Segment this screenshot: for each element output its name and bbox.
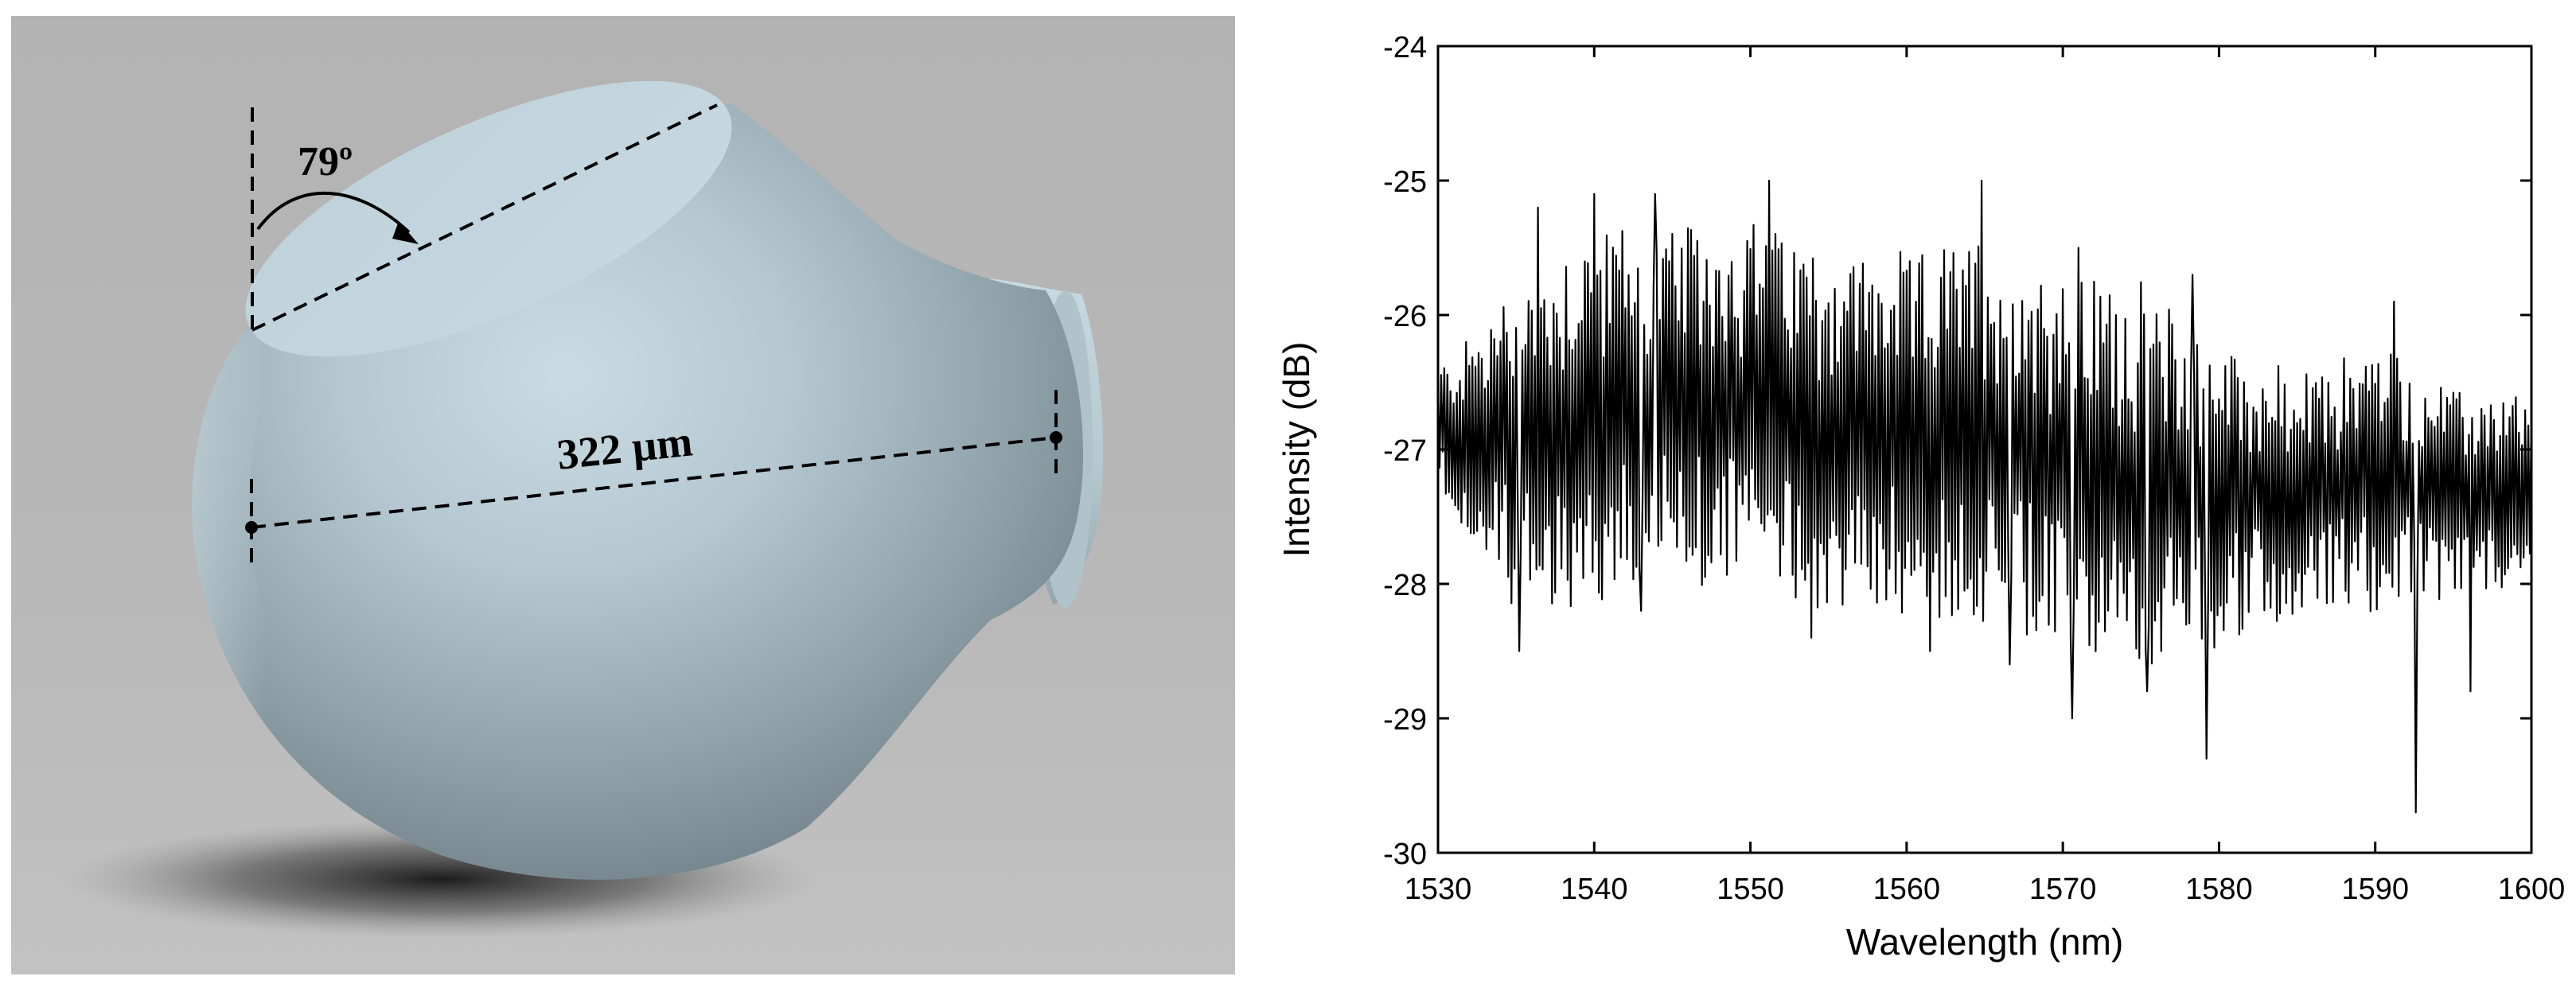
spectrum-trace bbox=[1436, 179, 2533, 814]
diameter-line bbox=[251, 436, 1057, 529]
cleave-angle-line bbox=[251, 103, 718, 332]
angle-label: 79º bbox=[298, 139, 353, 185]
x-tick-label: 1530 bbox=[1405, 873, 1472, 906]
y-tick-label: -27 bbox=[1383, 434, 1427, 468]
y-tick-label: -28 bbox=[1383, 569, 1427, 602]
spectrum-chart: -30-29-28-27-26-25-24 1530 1540 1550 1560 15… bbox=[1276, 31, 2566, 963]
x-tick-label: 1600 bbox=[2498, 873, 2566, 906]
x-tick-label: 1560 bbox=[1873, 873, 1941, 906]
sphere-rim-highlight bbox=[192, 326, 489, 855]
angle-arc-arrow bbox=[256, 191, 411, 234]
y-axis-ticks: -30 -29 -28 -27 -26 -25 -24 bbox=[1383, 31, 2531, 871]
x-tick-label: 1550 bbox=[1717, 873, 1784, 906]
right-endpoint-dot bbox=[1050, 431, 1062, 444]
cleaved-face bbox=[245, 80, 732, 357]
left-endpoint-dot bbox=[245, 521, 258, 534]
arrow-head bbox=[392, 221, 419, 244]
x-tick-label: 1590 bbox=[2341, 873, 2409, 906]
microsphere-render: 79º 322 µm bbox=[11, 16, 1235, 974]
y-tick-label: -25 bbox=[1383, 165, 1427, 199]
x-axis-label: Wavelength (nm) bbox=[1846, 921, 2124, 963]
x-axis-ticks: 1530 1540 1550 1560 1570 1580 1590 1600 bbox=[1405, 46, 2566, 906]
y-tick-label: -30 bbox=[1383, 838, 1427, 871]
x-tick-label: 1540 bbox=[1561, 873, 1628, 906]
diameter-annotation bbox=[250, 390, 1058, 569]
x-tick-label: 1570 bbox=[2029, 873, 2097, 906]
y-tick-label: -24 bbox=[1383, 31, 1427, 64]
y-tick-label: -29 bbox=[1383, 703, 1427, 737]
x-tick-label: 1580 bbox=[2185, 873, 2253, 906]
angle-annotation bbox=[251, 103, 718, 332]
y-axis-label: Intensity (dB) bbox=[1276, 342, 1317, 558]
y-tick-label: -26 bbox=[1383, 300, 1427, 333]
